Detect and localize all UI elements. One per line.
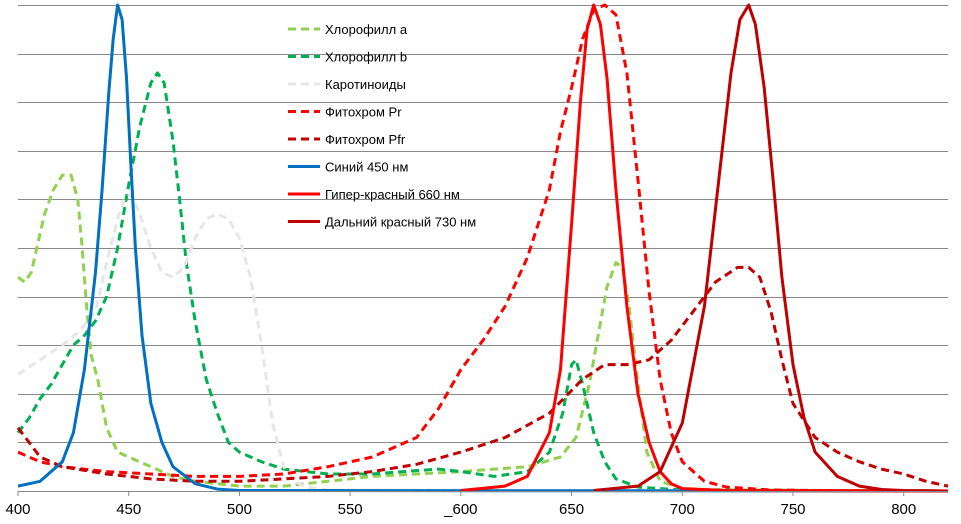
gridlines xyxy=(18,5,948,443)
series-line-2 xyxy=(16,71,949,493)
series-line-6 xyxy=(17,3,949,493)
series-line-3 xyxy=(17,193,949,493)
series-lines xyxy=(16,3,949,493)
legend-label: Каротиноиды xyxy=(325,77,406,92)
legend-label: Хлорофилл b xyxy=(325,50,407,65)
legend-item: Дальний красный 730 нм xyxy=(288,215,476,230)
legend-item: Хлорофилл b xyxy=(288,50,407,65)
legend: Хлорофилл a Хлорофилл b Каротиноиды Фитохро… xyxy=(288,22,476,230)
x-tick-label: 650 xyxy=(559,501,584,518)
legend-label: Хлорофилл a xyxy=(325,22,408,37)
series-line-5 xyxy=(16,265,949,488)
series-line-8 xyxy=(593,3,949,493)
x-tick-label: 500 xyxy=(227,501,252,518)
legend-label: Синий 450 нм xyxy=(325,160,408,175)
x-tick-label: _600 xyxy=(443,501,477,518)
x-tick-label: 550 xyxy=(338,501,363,518)
legend-item: Каротиноиды xyxy=(288,77,406,92)
legend-item: Фитохром Pr xyxy=(288,105,402,120)
legend-label: Гипер-красный 660 нм xyxy=(325,187,460,202)
legend-label: Фитохром Pfr xyxy=(325,132,406,147)
legend-item: Синий 450 нм xyxy=(288,160,408,175)
x-tick-label: 450 xyxy=(116,501,141,518)
legend-item: Гипер-красный 660 нм xyxy=(288,187,460,202)
legend-item: Фитохром Pfr xyxy=(288,132,406,147)
x-axis: 400 450 500 550 _600 650 700 750 800 xyxy=(5,491,948,518)
x-tick-label: 750 xyxy=(780,501,805,518)
series-line-4 xyxy=(17,3,949,493)
legend-label: Дальний красный 730 нм xyxy=(325,215,476,230)
x-tick-label: 800 xyxy=(891,501,916,518)
x-tick-label: 700 xyxy=(670,501,695,518)
legend-item: Хлорофилл a xyxy=(288,22,408,37)
series-line-1 xyxy=(17,173,949,493)
x-tick-label: 400 xyxy=(5,501,30,518)
series-line-7 xyxy=(460,3,949,493)
legend-label: Фитохром Pr xyxy=(325,105,402,120)
